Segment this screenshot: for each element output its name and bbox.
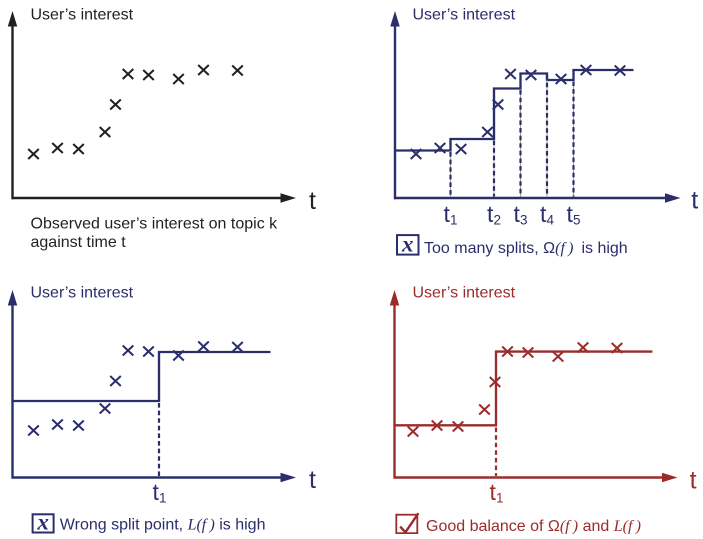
svg-text:x: x (36, 509, 49, 534)
svg-text:User’s interest: User’s interest (413, 7, 516, 24)
svg-text:Observed user’s interest on to: Observed user’s interest on topic k (31, 216, 279, 233)
svg-text:t: t (691, 187, 698, 215)
svg-text:Wrong split point, L(f ) is hi: Wrong split point, L(f ) is high (60, 516, 266, 533)
svg-text:against time t: against time t (31, 234, 127, 251)
svg-text:Too many splits, Ω(f ) is high: Too many splits, Ω(f ) is high (424, 240, 628, 257)
svg-text:t: t (309, 187, 316, 215)
svg-text:User’s interest: User’s interest (31, 284, 134, 301)
svg-text:User’s interest: User’s interest (413, 284, 516, 301)
svg-text:User’s interest: User’s interest (31, 7, 134, 24)
svg-text:t: t (309, 466, 316, 494)
svg-text:Good balance of Ω(f ) and L(f: Good balance of Ω(f ) and L(f ) (426, 518, 641, 534)
svg-text:x: x (401, 231, 414, 256)
svg-text:t: t (690, 466, 697, 494)
